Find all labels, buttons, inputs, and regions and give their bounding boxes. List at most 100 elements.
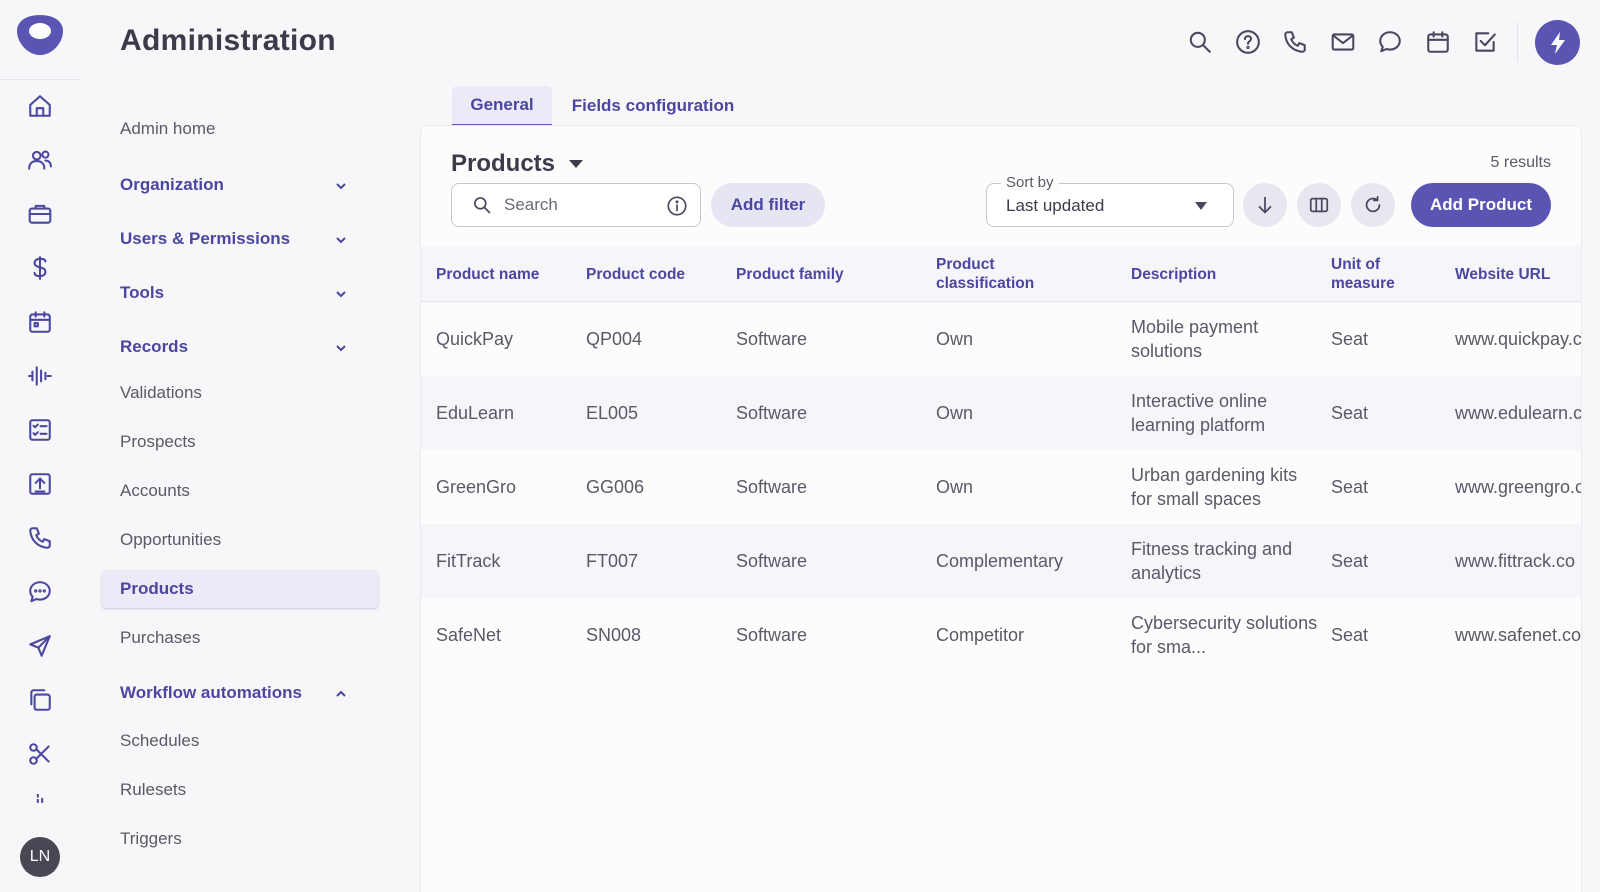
tab-fields-configuration[interactable]: Fields configuration [562,86,744,126]
cell-unit: Seat [1331,625,1369,645]
view-selector[interactable]: Products [451,150,584,178]
mail-icon[interactable] [1329,28,1357,56]
sidebar-section-label: Workflow automations [120,683,302,702]
phone-icon[interactable] [26,524,54,552]
refresh-button[interactable] [1351,183,1395,227]
activity-icon[interactable] [26,362,54,390]
table-row[interactable]: QuickPay QP004 Software Own Mobile payme… [421,302,1581,376]
sidebar-item-purchases[interactable]: Purchases [102,619,378,657]
cell-classification: Complementary [936,551,1064,571]
user-initials: LN [29,848,51,865]
checklist-icon[interactable] [26,416,54,444]
cell-product-name: QuickPay [436,329,514,349]
cell-website: www.safenet.co [1455,625,1581,645]
add-filter-button[interactable]: Add filter [711,183,825,227]
chat-icon[interactable] [26,578,54,606]
sidebar-item-triggers[interactable]: Triggers [102,820,378,858]
help-icon[interactable] [1234,28,1262,56]
search-icon [474,197,491,214]
briefcase-icon[interactable] [26,200,54,228]
column-header[interactable]: Product name [436,265,540,283]
column-header[interactable]: Website URL [1455,265,1551,283]
chevron-down-icon [334,286,348,300]
bolt-icon [1550,31,1565,54]
cell-product-name: GreenGro [436,477,517,497]
sort-by-label: Sort by [1001,174,1059,191]
send-icon[interactable] [26,632,54,660]
sidebar-section-organization[interactable]: Organization [102,166,378,204]
cell-product-family: Software [736,403,808,423]
copy-icon[interactable] [26,686,54,714]
sidebar-item-prospects[interactable]: Prospects [102,423,378,461]
scissors-icon[interactable] [26,740,54,768]
table-row[interactable]: FitTrack FT007 Software Complementary Fi… [421,524,1581,598]
cell-product-code: SN008 [586,625,642,645]
sidebar-item-label: Products [120,579,194,598]
home-icon[interactable] [26,92,54,120]
sidebar-item-validations[interactable]: Validations [102,374,378,412]
upload-icon[interactable] [26,470,54,498]
column-header[interactable]: Unit of measure [1331,246,1431,302]
info-icon[interactable] [666,195,688,222]
phone-icon[interactable] [1281,28,1309,56]
cell-product-family: Software [736,551,808,571]
dropdown-arrow-icon [1195,202,1207,210]
cell-product-code: QP004 [586,329,643,349]
calendar-icon[interactable] [1424,28,1452,56]
cell-classification: Own [936,403,974,423]
sidebar-section-users-permissions[interactable]: Users & Permissions [102,220,378,258]
sidebar-section-label: Users & Permissions [120,229,291,248]
column-header[interactable]: Product code [586,265,686,283]
sidebar-item-label: Admin home [120,119,216,138]
sidebar-item-admin-home[interactable]: Admin home [102,110,378,148]
cell-classification: Competitor [936,625,1025,645]
app-logo[interactable] [15,12,65,58]
quick-actions-button[interactable] [1535,20,1580,65]
sidebar-section-workflow-automations[interactable]: Workflow automations [102,674,378,712]
user-avatar[interactable]: LN [20,837,60,877]
sidebar-item-label: Prospects [120,432,196,451]
sidebar-item-label: Validations [120,383,202,402]
table-row[interactable]: EduLearn EL005 Software Own Interactive … [421,376,1581,450]
cell-product-name: SafeNet [436,625,502,645]
chevron-up-icon [334,686,348,700]
sidebar-item-opportunities[interactable]: Opportunities [102,521,378,559]
table-row[interactable]: SafeNet SN008 Software Competitor Cybers… [421,598,1581,672]
sort-by-select[interactable]: Sort by Last updated [986,174,1234,227]
users-icon[interactable] [26,146,54,174]
products-card: Products 5 results Search Add filter Sor… [420,125,1582,892]
sidebar-item-schedules[interactable]: Schedules [102,722,378,760]
cell-product-name: EduLearn [436,403,515,423]
calendar-icon[interactable] [26,308,54,336]
add-product-button[interactable]: Add Product [1411,183,1551,227]
sidebar-section-records[interactable]: Records [102,328,378,366]
bar-icon[interactable] [26,794,54,808]
results-count: 5 results [1490,154,1551,171]
sidebar-item-rulesets[interactable]: Rulesets [102,771,378,809]
search-icon[interactable] [1186,28,1214,56]
view-title: Products [451,150,556,177]
rail-divider [0,79,80,80]
sidebar-item-label: Purchases [120,628,201,647]
sidebar-item-accounts[interactable]: Accounts [102,472,378,510]
sort-by-value: Last updated [1006,196,1105,215]
column-header[interactable]: Product family [736,265,844,283]
cell-product-code: GG006 [586,477,645,497]
column-header-label: Unit of measure [1331,256,1395,292]
cell-description: Interactive online learning platform [1131,391,1268,435]
sort-direction-button[interactable] [1243,183,1287,227]
cell-product-code: FT007 [586,551,639,571]
sidebar-section-tools[interactable]: Tools [102,274,378,312]
task-icon[interactable] [1471,28,1499,56]
table-row[interactable]: GreenGro GG006 Software Own Urban garden… [421,450,1581,524]
dollar-icon[interactable] [26,254,54,282]
search-input[interactable]: Search [451,183,701,227]
column-header[interactable]: Description [1131,265,1217,283]
sidebar-item-label: Rulesets [120,780,187,799]
tab-general[interactable]: General [452,86,552,126]
column-header[interactable]: Product classification [936,246,1086,302]
columns-button[interactable] [1297,183,1341,227]
cell-product-code: EL005 [586,403,639,423]
sidebar-item-products[interactable]: Products [102,570,378,608]
chat-icon[interactable] [1376,28,1404,56]
